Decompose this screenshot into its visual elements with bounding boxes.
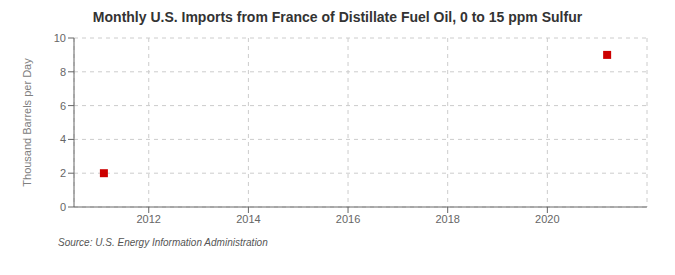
svg-text:6: 6	[60, 100, 66, 112]
svg-text:2012: 2012	[136, 213, 160, 225]
svg-text:0: 0	[60, 201, 66, 213]
svg-text:2020: 2020	[535, 213, 559, 225]
svg-text:4: 4	[60, 133, 66, 145]
svg-text:2018: 2018	[435, 213, 459, 225]
svg-text:2016: 2016	[336, 213, 360, 225]
svg-text:8: 8	[60, 66, 66, 78]
svg-text:Thousand Barrels per Day: Thousand Barrels per Day	[21, 58, 33, 187]
svg-text:2014: 2014	[236, 213, 260, 225]
svg-text:2: 2	[60, 167, 66, 179]
svg-text:10: 10	[54, 32, 66, 44]
html-text:Source: U.S. Energy Informatio: Source: U.S. Energy Information Administ…	[58, 237, 268, 248]
html-text:Monthly U.S. Imports from Fran: Monthly U.S. Imports from France of Dist…	[92, 9, 583, 25]
